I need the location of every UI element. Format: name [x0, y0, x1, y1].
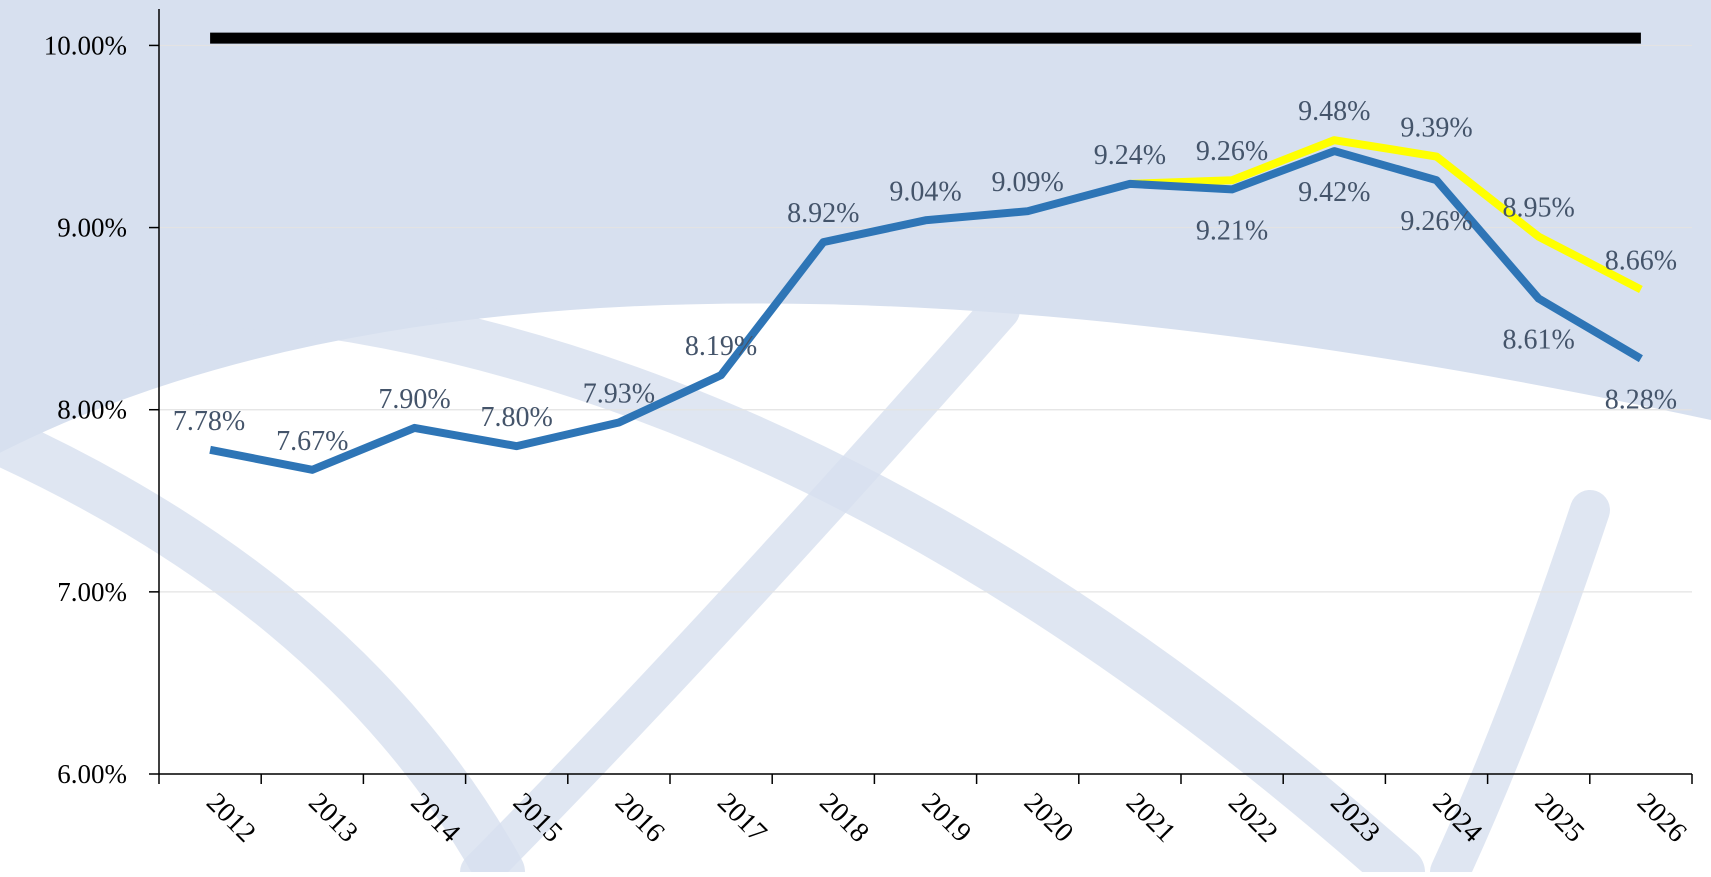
data-label: 9.09% — [992, 167, 1064, 198]
background-decoration — [0, 296, 1711, 872]
data-label: 8.28% — [1605, 385, 1677, 416]
data-label: 9.26% — [1400, 206, 1472, 237]
y-tick-label: 6.00% — [57, 759, 127, 789]
data-label: 7.78% — [173, 406, 245, 437]
data-label: 8.66% — [1605, 246, 1677, 277]
data-label: 7.93% — [583, 378, 655, 409]
data-label: 9.42% — [1298, 177, 1370, 208]
data-label: 9.39% — [1400, 113, 1472, 144]
data-label: 9.26% — [1196, 136, 1268, 167]
data-label: 7.90% — [378, 384, 450, 415]
data-label: 8.61% — [1503, 325, 1575, 356]
data-label: 9.21% — [1196, 215, 1268, 246]
data-label: 9.04% — [889, 176, 961, 207]
page: {"chart_data": {"type": "line", "categor… — [0, 0, 1711, 872]
data-label: 8.19% — [685, 331, 757, 362]
data-label: 8.92% — [787, 198, 859, 229]
data-label: 7.67% — [276, 426, 348, 457]
y-tick-label: 7.00% — [57, 577, 127, 607]
y-tick-label: 8.00% — [57, 395, 127, 425]
y-tick-label: 10.00% — [44, 30, 127, 60]
data-label: 9.24% — [1094, 140, 1166, 171]
chart: 6.00%7.00%8.00%9.00%10.00%20122013201420… — [0, 0, 1711, 872]
data-label: 8.95% — [1503, 193, 1575, 224]
data-label: 7.80% — [481, 402, 553, 433]
y-tick-label: 9.00% — [57, 213, 127, 243]
data-label: 9.48% — [1298, 96, 1370, 127]
